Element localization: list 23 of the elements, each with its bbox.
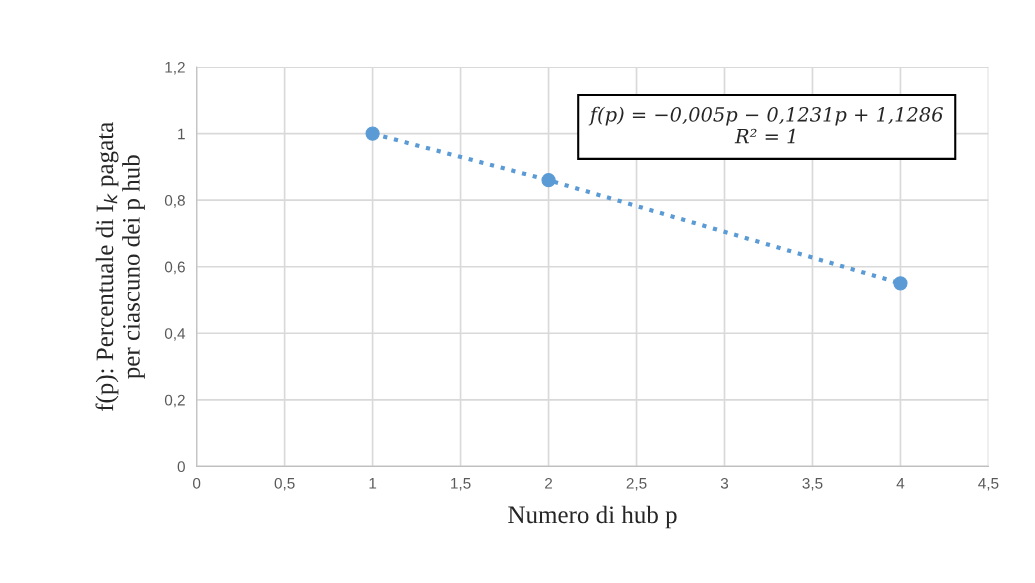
y-tick-label: 0,8 [164,195,185,208]
x-tick-label: 1,5 [451,478,471,491]
x-tick-label: 1 [369,478,377,489]
y-tick-label: 1,2 [165,61,185,75]
annotation: f(p) = −0,005p − 0,1231p + 1,1286 R² = 1 [588,106,943,144]
point [893,276,908,291]
x-axis-title: Numero di hub p [508,505,677,529]
y-tick-label: 0,6 [164,261,185,275]
y-tick-label: 0,2 [164,394,185,408]
x-tick-label: 3,5 [802,477,823,491]
x-tick-label: 4 [896,478,905,489]
y-axis-title: f(p): Percentuale di I$_{k}$ pagata per ciascuno dei p hub [95,122,145,412]
y-tick-label: 1 [178,128,185,140]
point [541,173,556,188]
x-tick-label: 2 [545,477,553,489]
x-tick-label: 4,5 [978,478,999,491]
x-tick-label: 0 [193,477,201,489]
y-tick-label: 0,4 [164,328,186,341]
x-tick-label: 0,5 [274,477,295,491]
x-tick-label: 2,5 [626,477,647,491]
point [365,126,380,141]
x-tick-label: 3 [720,477,729,489]
y-tick-label: 0 [177,461,185,473]
